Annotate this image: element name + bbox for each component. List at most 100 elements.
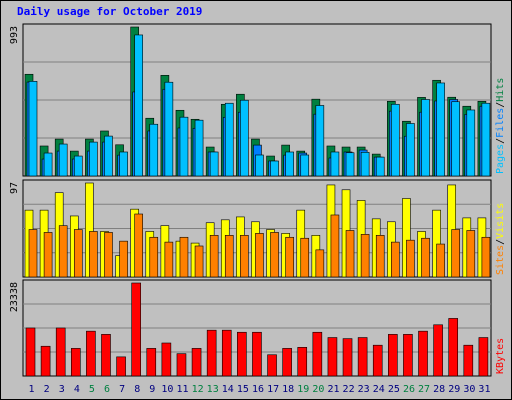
bar-pages <box>224 102 234 177</box>
panel-bottom-ymax-label: 23338 <box>9 282 20 312</box>
bar-pages <box>375 156 385 177</box>
bar-pages <box>285 151 294 177</box>
panel-bottom-legend: KBytes <box>495 338 506 374</box>
bar-sites <box>466 230 476 278</box>
bar-kbytes <box>403 334 413 377</box>
bar-pages <box>209 151 219 177</box>
bar-pages <box>134 34 143 177</box>
bar-kbytes <box>357 337 368 377</box>
bar-sites <box>375 235 385 278</box>
legend-entry: Pages <box>495 144 506 174</box>
bar-sites <box>104 232 113 278</box>
bar-pages <box>255 154 264 177</box>
panel-top-legend: Pages/Files/Hits <box>495 78 506 174</box>
bar-sites <box>164 241 174 278</box>
bar-sites <box>451 229 461 278</box>
bar-sites <box>240 235 249 278</box>
bar-sites <box>149 236 159 278</box>
bar-pages <box>119 151 128 177</box>
bar-kbytes <box>131 282 141 377</box>
chart-title: Daily usage for October 2019 <box>17 5 203 18</box>
bar-pages <box>179 116 189 177</box>
bar-sites <box>330 214 340 278</box>
bar-sites <box>436 243 445 278</box>
legend-entry: / <box>495 239 506 245</box>
bar-kbytes <box>433 324 443 377</box>
x-tick-label: 11 <box>176 384 188 395</box>
bar-pages <box>73 155 83 177</box>
bar-kbytes <box>206 329 217 377</box>
bar-kbytes <box>327 337 338 377</box>
bar-sites <box>28 229 38 278</box>
bar-pages <box>270 160 279 177</box>
bar-pages <box>240 99 249 177</box>
bar-kbytes <box>312 331 323 377</box>
bar-sites <box>300 237 310 278</box>
x-tick-label: 17 <box>267 384 279 395</box>
bar-pages <box>58 143 68 177</box>
x-tick-label: 22 <box>343 384 355 395</box>
bar-kbytes <box>463 344 474 377</box>
x-tick-label: 13 <box>207 384 219 395</box>
legend-entry: Files <box>495 108 506 138</box>
bar-kbytes <box>86 330 96 377</box>
bar-kbytes <box>418 330 428 377</box>
bar-pages <box>164 81 174 177</box>
x-tick-label: 2 <box>44 384 50 395</box>
bar-kbytes <box>267 354 277 377</box>
bar-pages <box>194 119 204 177</box>
bar-kbytes <box>161 342 172 377</box>
x-tick-label: 5 <box>89 384 95 395</box>
x-tick-label: 31 <box>478 384 490 395</box>
x-tick-label: 18 <box>282 384 294 395</box>
bar-kbytes <box>55 327 66 377</box>
bar-pages <box>451 101 461 177</box>
x-tick-label: 29 <box>448 384 460 395</box>
x-tick-label: 1 <box>29 384 35 395</box>
x-tick-label: 14 <box>222 384 234 395</box>
bar-kbytes <box>116 356 126 377</box>
x-tick-label: 9 <box>149 384 155 395</box>
bar-kbytes <box>221 329 232 377</box>
x-tick-label: 21 <box>327 384 339 395</box>
bar-kbytes <box>342 338 353 377</box>
x-tick-label: 16 <box>252 384 264 395</box>
bar-pages <box>315 105 325 177</box>
bar-sites <box>285 236 294 278</box>
bar-pages <box>43 152 53 177</box>
bar-sites <box>224 235 234 278</box>
bar-pages <box>330 151 340 177</box>
bar-kbytes <box>478 337 489 377</box>
bar-sites <box>421 237 430 278</box>
x-tick-label: 15 <box>237 384 249 395</box>
panel-middle-ymax-label: 97 <box>9 182 20 194</box>
bar-pages <box>300 154 310 177</box>
bar-sites <box>391 241 400 278</box>
bar-pages <box>466 109 476 177</box>
bar-sites <box>360 234 370 278</box>
panel-top-ymax-label: 993 <box>9 26 20 44</box>
bar-pages <box>149 123 159 177</box>
x-tick-label: 20 <box>312 384 324 395</box>
legend-entry: Sites <box>495 245 506 275</box>
bar-kbytes <box>191 348 202 377</box>
bar-sites <box>345 230 355 278</box>
bar-pages <box>28 81 38 177</box>
legend-entry: / <box>495 138 506 144</box>
bar-kbytes <box>70 348 81 377</box>
bar-sites <box>406 239 415 278</box>
bar-pages <box>481 102 491 177</box>
x-tick-label: 23 <box>358 384 370 395</box>
bar-kbytes <box>297 347 308 377</box>
bar-kbytes <box>448 318 459 377</box>
bar-kbytes <box>252 331 262 377</box>
x-tick-label: 6 <box>104 384 110 395</box>
x-tick-label: 4 <box>74 384 80 395</box>
bar-pages <box>360 151 370 177</box>
x-tick-label: 30 <box>463 384 475 395</box>
x-tick-label: 19 <box>297 384 309 395</box>
bar-sites <box>43 232 53 278</box>
x-tick-label: 7 <box>119 384 125 395</box>
bar-kbytes <box>40 345 51 377</box>
legend-entry: Hits <box>495 78 506 102</box>
